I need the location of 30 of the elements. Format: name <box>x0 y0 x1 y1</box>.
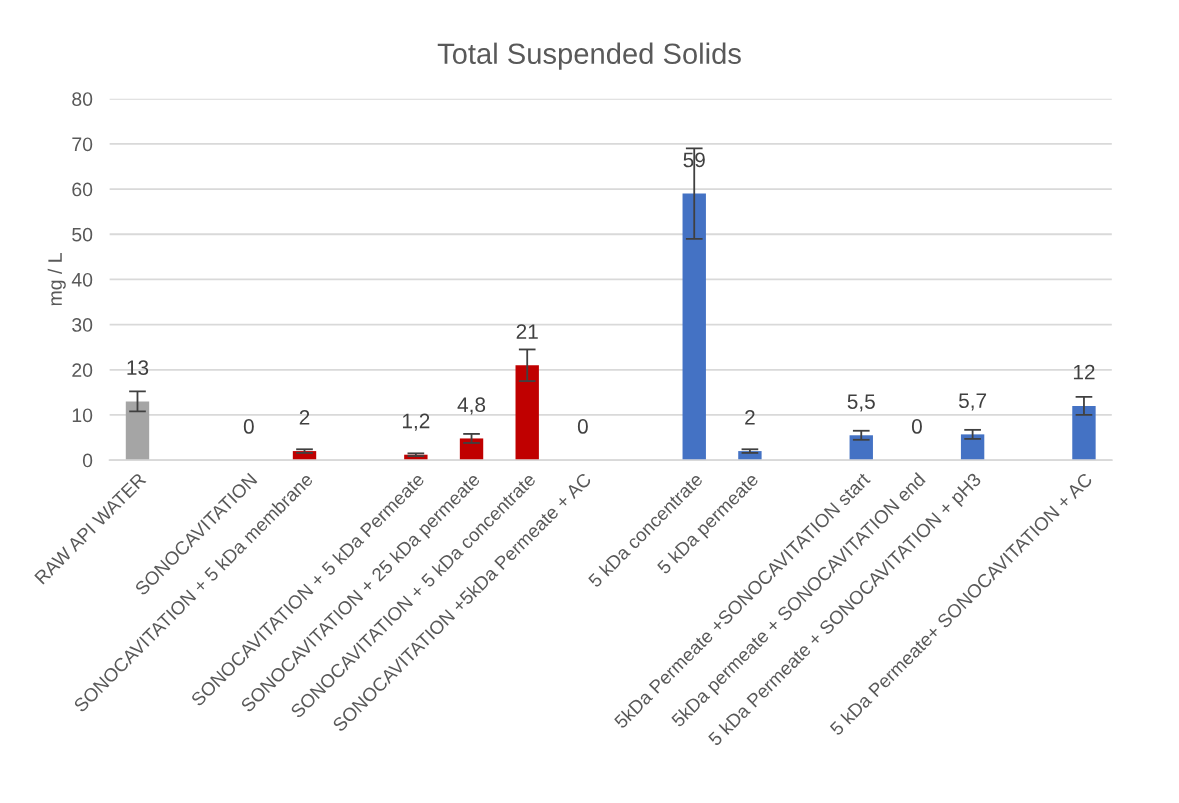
y-tick-label: 70 <box>72 137 93 152</box>
data-label: 1,2 <box>402 413 430 431</box>
bar <box>515 365 539 461</box>
data-label: 0 <box>911 419 922 434</box>
bar <box>125 401 150 461</box>
data-label: 0 <box>577 419 588 434</box>
data-label: 13 <box>127 360 149 376</box>
chart-title: Total Suspended Solids <box>437 42 741 70</box>
bar <box>459 438 484 461</box>
bar <box>849 435 873 461</box>
y-tick-label: 40 <box>71 272 93 287</box>
y-tick-label: 10 <box>72 408 93 423</box>
y-tick-label: 60 <box>72 182 93 197</box>
y-axis-title: mg / L <box>47 253 66 306</box>
bar <box>1072 405 1096 461</box>
data-label: 5,5 <box>847 394 875 412</box>
data-label: 12 <box>1073 364 1095 380</box>
y-tick-label: 30 <box>72 318 93 332</box>
bar <box>960 434 985 461</box>
data-label: 4,8 <box>457 397 486 415</box>
y-tick-label: 80 <box>72 92 93 107</box>
data-label: 2 <box>745 409 755 425</box>
data-label: 0 <box>243 419 254 434</box>
y-tick-label: 0 <box>82 453 93 468</box>
bar <box>682 193 706 461</box>
y-tick-label: 20 <box>72 363 93 378</box>
y-tick-label: 50 <box>72 227 93 242</box>
data-label: 2 <box>299 409 310 425</box>
data-label: 5,7 <box>958 393 987 411</box>
data-label: 21 <box>516 324 538 339</box>
